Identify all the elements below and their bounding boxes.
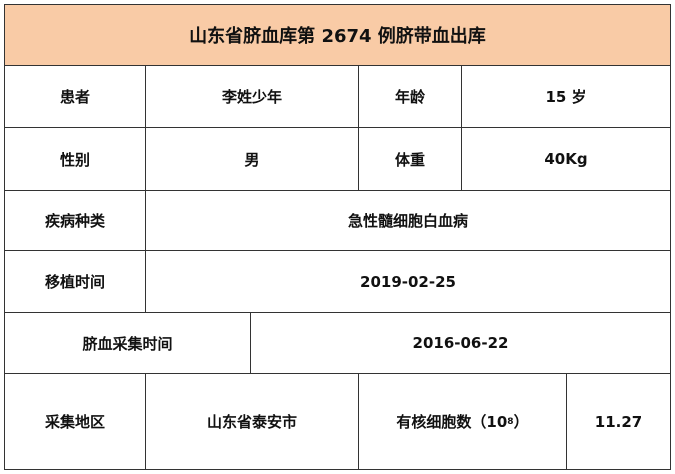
cell-count-label-close: ）	[513, 413, 529, 431]
weight-value: 40Kg	[461, 127, 671, 191]
disease-value: 急性髓细胞白血病	[145, 190, 671, 251]
table-title: 山东省脐血库第 2674 例脐带血出库	[4, 4, 671, 66]
transplant-label: 移植时间	[4, 250, 146, 313]
age-label: 年龄	[358, 65, 462, 128]
transplant-value: 2019-02-25	[145, 250, 671, 313]
collection-time-value: 2016-06-22	[250, 312, 671, 374]
region-label: 采集地区	[4, 373, 146, 470]
disease-label: 疾病种类	[4, 190, 146, 251]
region-value: 山东省泰安市	[145, 373, 359, 470]
age-value: 15 岁	[461, 65, 671, 128]
gender-value: 男	[145, 127, 359, 191]
patient-label: 患者	[4, 65, 146, 128]
collection-time-label: 脐血采集时间	[4, 312, 251, 374]
patient-value: 李姓少年	[145, 65, 359, 128]
cell-count-label-text: 有核细胞数（10	[396, 413, 508, 431]
gender-label: 性别	[4, 127, 146, 191]
cell-count-exponent: 8	[507, 416, 514, 427]
cell-count-value: 11.27	[566, 373, 671, 470]
cell-count-label: 有核细胞数（10 8）	[358, 373, 567, 470]
weight-label: 体重	[358, 127, 462, 191]
